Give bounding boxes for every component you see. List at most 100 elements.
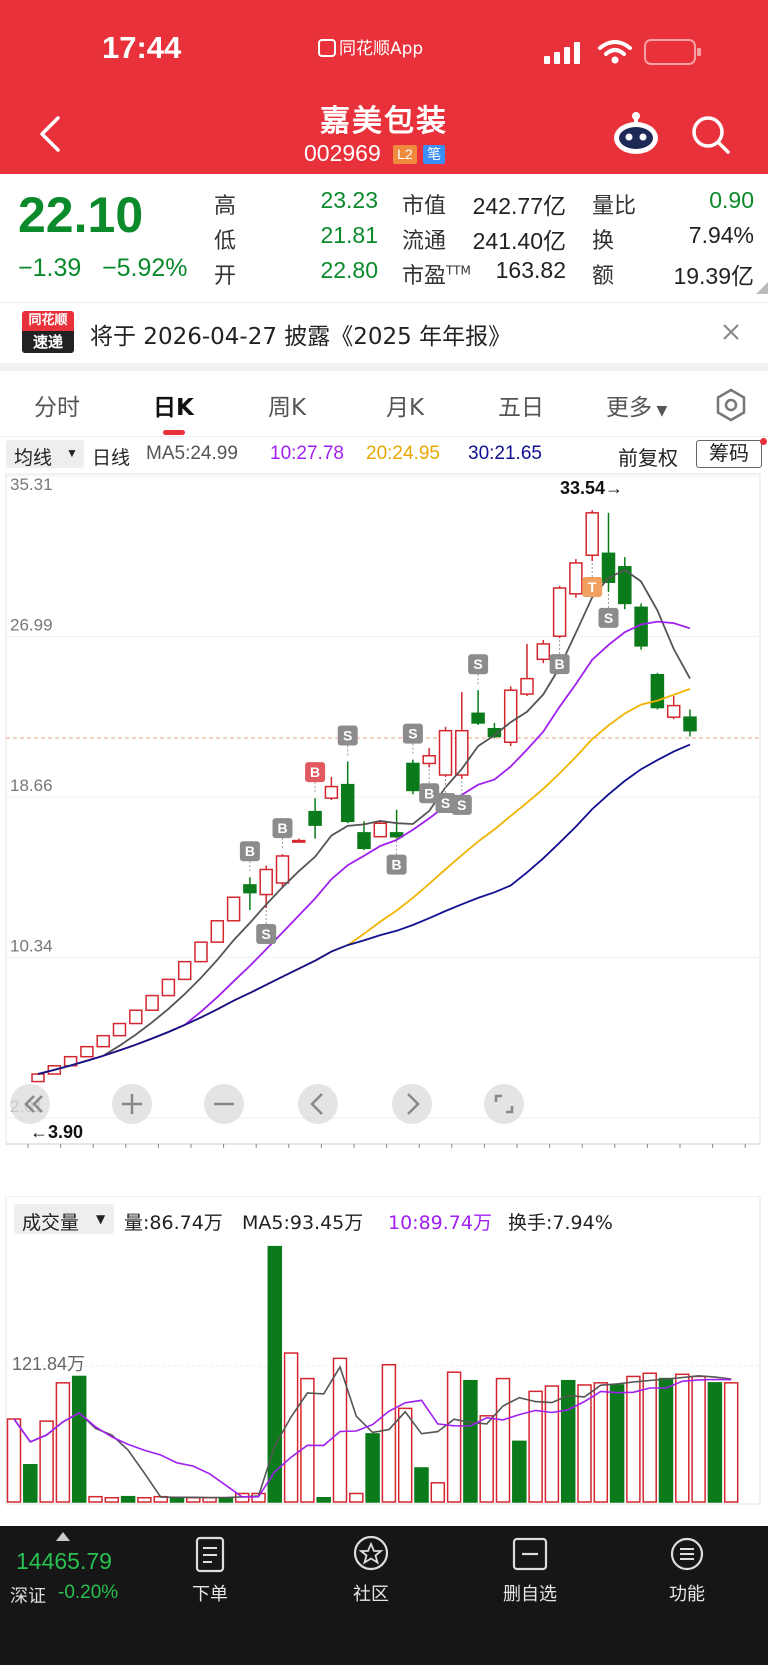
volume-bar <box>71 1375 87 1503</box>
svg-text:S: S <box>604 610 613 626</box>
volume-bar <box>6 1418 22 1503</box>
index-value: 14465.79 <box>16 1548 112 1574</box>
volume-bar <box>723 1382 739 1503</box>
candle <box>226 896 241 922</box>
high-label: 高 <box>214 194 237 219</box>
price-change: −1.39 <box>18 254 82 282</box>
svg-text:B: B <box>245 843 255 859</box>
order-button[interactable]: 下单 <box>155 1526 265 1616</box>
robot-assistant-icon[interactable] <box>612 110 660 158</box>
volume-indicator-selector[interactable]: 成交量 ▼ <box>14 1204 114 1234</box>
volume-bar <box>316 1496 331 1503</box>
candle <box>585 510 599 562</box>
zoom-out-button[interactable] <box>204 1084 244 1124</box>
chart-frame <box>5 473 761 1145</box>
volume-legend-bar: 成交量 ▼ 量:86.74万 MA5:93.45万 10:89.74万 换手:7… <box>0 1200 768 1236</box>
volume-value: 量:86.74万 <box>124 1212 223 1234</box>
stock-name: 嘉美包装 <box>320 104 448 139</box>
scroll-right-button[interactable] <box>392 1084 432 1124</box>
index-ticker[interactable]: 14465.79 深证 -0.20% <box>0 1526 150 1665</box>
candle <box>194 941 208 963</box>
close-icon[interactable] <box>722 323 740 341</box>
tab-weekly-k[interactable]: 周K <box>268 395 307 421</box>
candle <box>373 821 388 838</box>
functions-button[interactable]: 功能 <box>632 1526 742 1616</box>
svg-text:S: S <box>408 726 417 742</box>
candle <box>389 809 404 839</box>
search-icon[interactable] <box>690 114 732 156</box>
volume-bar <box>55 1382 71 1503</box>
settings-hexagon-icon[interactable] <box>714 388 748 422</box>
volume-bar <box>332 1357 348 1503</box>
mktcap-value: 242.77亿 <box>472 193 566 219</box>
signal-marker-b: B <box>549 640 570 675</box>
volume-bar <box>512 1440 527 1503</box>
active-tab-indicator <box>163 430 185 435</box>
fullscreen-button[interactable] <box>484 1084 524 1124</box>
ma-lines <box>37 568 691 1075</box>
collapse-button[interactable] <box>10 1084 50 1124</box>
volume-ma10-line <box>13 1378 732 1498</box>
turnover-value: 7.94% <box>688 222 754 248</box>
index-change: -0.20% <box>58 1582 119 1603</box>
pe-label: 市盈TTM <box>402 263 471 289</box>
volume-bar <box>675 1373 690 1503</box>
candle <box>650 672 665 710</box>
tab-more[interactable]: 更多 ▼ <box>606 395 668 421</box>
last-price: 22.10 <box>18 187 144 243</box>
tab-daily-k[interactable]: 日K <box>153 395 194 421</box>
volume-bar <box>300 1377 315 1503</box>
float-label: 流通 <box>402 229 447 254</box>
announcement-text: 将于 2026-04-27 披露《2025 年年报》 <box>90 324 512 350</box>
ma20-value: 20:24.95 <box>366 443 440 464</box>
adjust-mode-button[interactable]: 前复权 <box>618 448 678 470</box>
candle <box>536 640 551 664</box>
volume-ma-lines <box>13 1364 732 1499</box>
low-value: 21.81 <box>320 222 378 248</box>
price-axis-label-3: 10.34 <box>10 936 53 955</box>
svg-text:S: S <box>441 795 450 811</box>
remove-watchlist-button[interactable]: 删自选 <box>475 1526 585 1616</box>
chips-button[interactable]: 筹码 <box>696 440 762 468</box>
volume-bar <box>365 1433 380 1503</box>
volume-bar <box>169 1496 185 1503</box>
svg-text:T: T <box>588 579 597 595</box>
candle <box>80 1045 94 1058</box>
zoom-in-button[interactable] <box>112 1084 152 1124</box>
stock-code-row: 002969 L2 笔 <box>304 140 446 167</box>
candle <box>471 690 485 725</box>
volume-bar <box>381 1363 397 1503</box>
note-badge: 笔 <box>423 145 446 165</box>
back-icon[interactable] <box>36 114 64 154</box>
top-header: 17:44 同花顺App 嘉美包装 002969 L2 笔 <box>0 0 768 174</box>
stock-code: 002969 <box>304 140 381 166</box>
volume-bar <box>691 1375 706 1503</box>
candle <box>683 709 697 737</box>
index-name: 深证 <box>10 1586 46 1607</box>
caret-down-icon: ▼ <box>96 1212 106 1226</box>
volume-bar <box>642 1372 657 1503</box>
volume-bar <box>283 1352 299 1503</box>
price-axis-label-2: 18.66 <box>10 776 53 795</box>
tab-monthly-k[interactable]: 月K <box>386 395 425 421</box>
scroll-left-button[interactable] <box>298 1084 338 1124</box>
volume-bar <box>479 1415 494 1503</box>
community-button[interactable]: 社区 <box>316 1526 426 1616</box>
app-logo-icon <box>318 39 336 57</box>
expand-icon <box>494 1094 514 1114</box>
tab-five-day[interactable]: 五日 <box>498 395 544 421</box>
expand-corner-icon[interactable] <box>756 282 768 294</box>
volume-chart[interactable]: 121.84万 <box>0 1196 768 1506</box>
announcement-banner[interactable]: 同花顺 速递 将于 2026-04-27 披露《2025 年年报》 <box>0 302 768 371</box>
double-chevron-left-icon <box>24 1095 43 1113</box>
chart-grid <box>6 475 760 1119</box>
volume-bar <box>202 1496 217 1503</box>
signal-marker-s: S <box>598 593 619 628</box>
indicator-selector[interactable]: 均线 ▼ <box>6 440 84 469</box>
tab-intraday[interactable]: 分时 <box>34 395 80 421</box>
volume-bar <box>349 1492 364 1503</box>
ma5-value: MA5:24.99 <box>146 443 238 464</box>
plus-icon <box>122 1094 142 1114</box>
